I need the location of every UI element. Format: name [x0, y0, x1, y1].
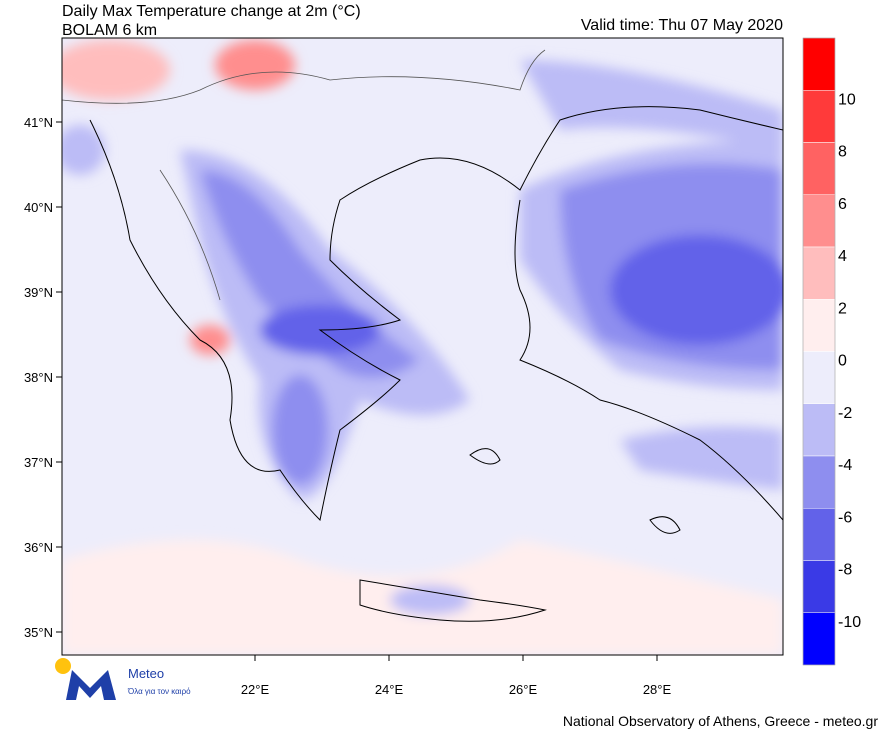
- lon-label: 28°E: [643, 682, 672, 697]
- lat-label: 38°N: [24, 370, 53, 385]
- colorbar-label: -2: [838, 405, 852, 422]
- coastlines: [89, 106, 783, 622]
- plot-frame: [61, 37, 784, 656]
- lat-label: 39°N: [24, 285, 53, 300]
- logo-tagline: Όλα για τον καιρό: [127, 687, 191, 696]
- colorbar-box: [802, 560, 836, 613]
- lat-label: 35°N: [24, 625, 53, 640]
- lon-label: 24°E: [375, 682, 404, 697]
- colorbar-label: -8: [838, 562, 852, 579]
- borders: [62, 49, 546, 301]
- lat-label: 37°N: [24, 455, 53, 470]
- colorbar-frame: [802, 37, 836, 666]
- footer: National Observatory of Athens, Greece -…: [563, 713, 878, 729]
- colorbar-label: 0: [838, 353, 847, 370]
- colorbar-box: [802, 299, 836, 352]
- map-subtitle: BOLAM 6 km: [62, 22, 157, 39]
- colorbar-label: 8: [838, 144, 847, 161]
- logo-name: Meteo: [128, 666, 164, 681]
- logo: Meteo Όλα για τον καιρό: [55, 658, 191, 700]
- lon-label: 22°E: [241, 682, 270, 697]
- colorbar-box: [802, 246, 836, 300]
- lat-label: 41°N: [24, 115, 53, 130]
- colorbar-box: [802, 351, 836, 404]
- colorbar-label: 10: [838, 91, 856, 108]
- colorbar-box: [802, 455, 836, 509]
- colorbar-box: [802, 612, 836, 666]
- colorbar-label: -4: [838, 457, 852, 474]
- temperature-field: [62, 38, 783, 655]
- lat-label: 36°N: [24, 540, 53, 555]
- colorbar-box: [802, 508, 836, 561]
- lat-label: 40°N: [24, 200, 53, 215]
- lon-label: 26°E: [509, 682, 538, 697]
- colorbar-label: -10: [838, 614, 861, 631]
- colorbar-label: 2: [838, 300, 847, 317]
- colorbar-box: [802, 37, 836, 91]
- colorbar-box: [802, 90, 836, 143]
- colorbar-label: 4: [838, 248, 847, 265]
- colorbar-box: [802, 403, 836, 457]
- valid-time: Valid time: Thu 07 May 2020: [581, 17, 783, 34]
- colorbar-box: [802, 142, 836, 195]
- colorbar-label: -6: [838, 509, 852, 526]
- colorbar-box: [802, 194, 836, 248]
- colorbar-label: 6: [838, 196, 847, 213]
- map-title: Daily Max Temperature change at 2m (°C): [62, 3, 361, 20]
